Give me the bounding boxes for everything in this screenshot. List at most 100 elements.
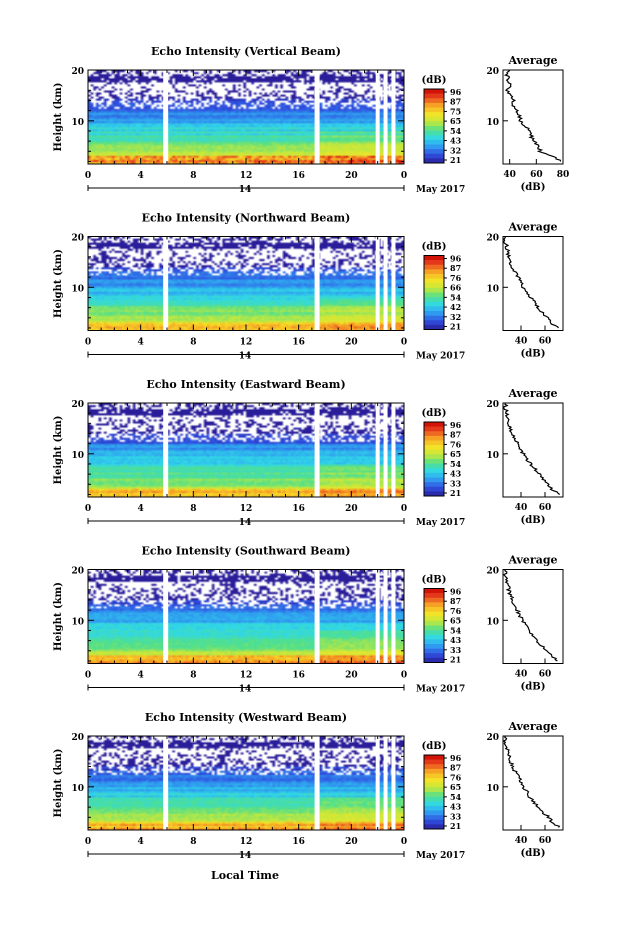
average-y-tick-label: 20 bbox=[486, 567, 499, 577]
colorbar-swatch bbox=[424, 768, 444, 774]
x-tick-label: 0 bbox=[85, 338, 91, 348]
colorbar-swatch bbox=[424, 144, 444, 150]
colorbar-swatch bbox=[424, 759, 444, 765]
colorbar-unit: (dB) bbox=[422, 408, 447, 419]
colorbar-tick-label: 96 bbox=[450, 420, 462, 430]
data-gap bbox=[314, 403, 320, 497]
x-tick-label: 0 bbox=[85, 171, 91, 181]
date-label: May 2017 bbox=[416, 685, 465, 695]
average-x-tick-label: 60 bbox=[539, 670, 552, 680]
colorbar-swatch bbox=[424, 292, 444, 298]
x-tick-label: 4 bbox=[138, 171, 144, 181]
y-axis-title: Height (km) bbox=[53, 249, 64, 318]
panel-title: Echo Intensity (Eastward Beam) bbox=[146, 378, 345, 391]
colorbar-tick-label: 43 bbox=[450, 136, 462, 146]
colorbar-swatch bbox=[424, 782, 444, 788]
average-title: Average bbox=[507, 554, 557, 567]
data-gap bbox=[383, 403, 388, 497]
y-tick-label: 10 bbox=[71, 617, 84, 627]
data-gap bbox=[383, 70, 388, 164]
colorbar-swatch bbox=[424, 491, 444, 497]
colorbar-swatch bbox=[424, 158, 444, 164]
data-gap bbox=[163, 70, 169, 164]
heatmap-raster bbox=[88, 736, 404, 830]
average-profile-line bbox=[503, 69, 562, 162]
colorbar-swatch bbox=[424, 648, 444, 654]
colorbar-swatch bbox=[424, 89, 444, 94]
colorbar-swatch bbox=[424, 472, 444, 478]
x-tick-label: 8 bbox=[190, 338, 196, 348]
colorbar-tick-label: 43 bbox=[450, 635, 462, 645]
colorbar-swatch bbox=[424, 644, 444, 649]
data-gap bbox=[163, 403, 169, 497]
colorbar-swatch bbox=[424, 764, 444, 770]
x-tick-label: 8 bbox=[190, 504, 196, 514]
colorbar-swatch bbox=[424, 297, 444, 303]
colorbar-tick-label: 76 bbox=[450, 606, 462, 616]
colorbar-swatch bbox=[424, 320, 444, 326]
x-tick-label: 16 bbox=[292, 338, 305, 348]
average-y-tick-label: 20 bbox=[486, 67, 499, 77]
x-axis-title: Local Time bbox=[211, 869, 279, 882]
colorbar-swatch bbox=[424, 283, 444, 289]
panel-title: Echo Intensity (Vertical Beam) bbox=[151, 45, 341, 58]
panel-4: Echo Intensity (Southward Beam) 0 4 8 12 16 20… bbox=[53, 545, 564, 695]
y-axis-title: Height (km) bbox=[53, 416, 64, 485]
colorbar-swatch bbox=[424, 98, 444, 104]
colorbar-tick-label: 21 bbox=[450, 322, 461, 332]
colorbar-swatch bbox=[424, 449, 444, 455]
x-tick-label: 16 bbox=[292, 171, 305, 181]
colorbar-swatch bbox=[424, 819, 444, 825]
average-x-tick-label: 60 bbox=[539, 337, 552, 347]
y-tick-label: 20 bbox=[71, 67, 84, 77]
colorbar-swatch bbox=[424, 278, 444, 284]
colorbar-tick-label: 87 bbox=[450, 97, 461, 107]
x-tick-label: 4 bbox=[138, 837, 144, 847]
colorbar-tick-label: 54 bbox=[450, 792, 462, 802]
average-y-tick-label: 10 bbox=[486, 451, 499, 461]
colorbar-swatch bbox=[424, 149, 444, 155]
x-tick-label: 20 bbox=[345, 338, 358, 348]
average-title: Average bbox=[507, 54, 557, 67]
colorbar-swatch bbox=[424, 630, 444, 636]
y-tick-label: 10 bbox=[71, 784, 84, 794]
colorbar-swatch bbox=[424, 315, 444, 321]
colorbar-unit: (dB) bbox=[422, 242, 447, 253]
x-tick-label: 4 bbox=[138, 671, 144, 681]
average-y-tick-label: 10 bbox=[486, 617, 499, 627]
average-frame bbox=[502, 735, 564, 831]
colorbar-swatch bbox=[424, 440, 444, 446]
colorbar-tick-label: 54 bbox=[450, 625, 462, 635]
colorbar-swatch bbox=[424, 824, 444, 830]
colorbar-swatch bbox=[424, 287, 444, 293]
data-gap bbox=[383, 736, 388, 830]
colorbar-swatch bbox=[424, 657, 444, 663]
average-frame bbox=[502, 69, 564, 165]
x-tick-label: 0 bbox=[401, 837, 407, 847]
heatmap-raster bbox=[88, 70, 404, 164]
x-tick-label: 20 bbox=[345, 504, 358, 514]
data-gap bbox=[375, 70, 380, 164]
data-gap bbox=[314, 736, 320, 830]
average-x-axis-title: (dB) bbox=[521, 848, 546, 859]
colorbar-swatch bbox=[424, 597, 444, 603]
x-tick-label: 0 bbox=[401, 338, 407, 348]
colorbar-swatch bbox=[424, 324, 444, 330]
colorbar-swatch bbox=[424, 139, 444, 145]
colorbar-swatch bbox=[424, 620, 444, 626]
colorbar-swatch bbox=[424, 274, 444, 279]
average-y-tick-label: 10 bbox=[486, 118, 499, 128]
data-gap bbox=[163, 736, 169, 830]
y-tick-label: 10 bbox=[71, 118, 84, 128]
day-label: 14 bbox=[239, 185, 252, 195]
colorbar-swatch bbox=[424, 634, 444, 640]
colorbar-frame bbox=[423, 754, 445, 830]
colorbar-swatch bbox=[424, 426, 444, 432]
data-gap bbox=[163, 569, 169, 664]
colorbar-swatch bbox=[424, 422, 444, 427]
data-gap bbox=[314, 70, 320, 164]
colorbar-swatch bbox=[424, 792, 444, 797]
colorbar-tick-label: 33 bbox=[450, 811, 462, 821]
x-tick-label: 8 bbox=[190, 671, 196, 681]
x-tick-label: 0 bbox=[85, 504, 91, 514]
